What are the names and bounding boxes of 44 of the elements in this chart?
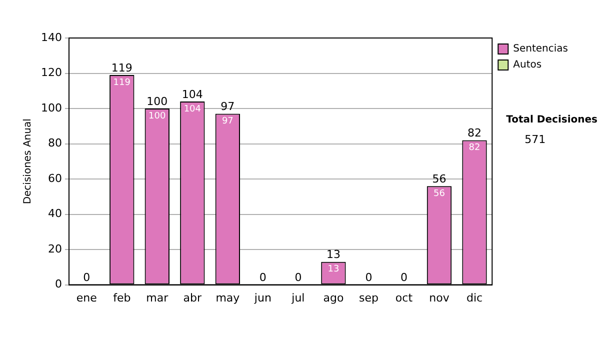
data-label: 104 bbox=[184, 104, 202, 114]
total-label: 104 bbox=[182, 88, 203, 101]
x-tick-label: nov bbox=[429, 291, 450, 304]
total-label: 0 bbox=[83, 271, 90, 284]
text: 571 bbox=[524, 132, 546, 146]
y-tick-label: 20 bbox=[48, 242, 62, 256]
total-label: 119 bbox=[111, 61, 132, 74]
total-label: 0 bbox=[400, 271, 408, 284]
legend-label: Autos bbox=[513, 60, 542, 71]
text: Total Decisiones bbox=[506, 114, 598, 126]
x-tick-label: may bbox=[216, 291, 240, 304]
legend-label: Sentencias bbox=[513, 44, 568, 55]
y-tick-label: 80 bbox=[48, 136, 62, 150]
y-axis-title: Decisiones Anual bbox=[22, 118, 34, 204]
y-tick-label: 100 bbox=[40, 101, 62, 114]
x-tick-label: mar bbox=[146, 291, 169, 304]
x-tick-label: dic bbox=[466, 291, 483, 304]
x-tick-label: feb bbox=[113, 291, 131, 304]
y-tick-label: 40 bbox=[48, 207, 62, 220]
total-label: 82 bbox=[468, 126, 482, 140]
data-label: 13 bbox=[328, 264, 340, 275]
x-tick-label: ago bbox=[323, 291, 344, 304]
x-tick-label: ene bbox=[76, 291, 98, 304]
data-label: 82 bbox=[468, 143, 480, 154]
x-tick-label: abr bbox=[183, 291, 202, 304]
data-label: 97 bbox=[222, 116, 234, 127]
total-label: 0 bbox=[259, 271, 266, 284]
data-label: 100 bbox=[148, 111, 166, 122]
total-label: 13 bbox=[326, 248, 340, 262]
y-tick-label: 60 bbox=[48, 172, 62, 185]
y-tick-label: 0 bbox=[54, 278, 62, 291]
total-label: 97 bbox=[220, 100, 235, 114]
total-label: 0 bbox=[365, 271, 372, 284]
x-tick-label: oct bbox=[395, 291, 414, 304]
y-tick-label: 120 bbox=[40, 66, 62, 80]
total-label: 0 bbox=[294, 271, 302, 284]
total-label: 100 bbox=[146, 94, 168, 108]
data-label: 119 bbox=[113, 78, 131, 88]
total-label: 56 bbox=[432, 172, 446, 186]
y-tick-label: 140 bbox=[40, 30, 62, 44]
x-tick-label: sep bbox=[358, 291, 378, 304]
x-tick-label: jun bbox=[253, 291, 272, 304]
data-label: 56 bbox=[434, 188, 446, 199]
x-tick-label: jul bbox=[290, 291, 305, 304]
